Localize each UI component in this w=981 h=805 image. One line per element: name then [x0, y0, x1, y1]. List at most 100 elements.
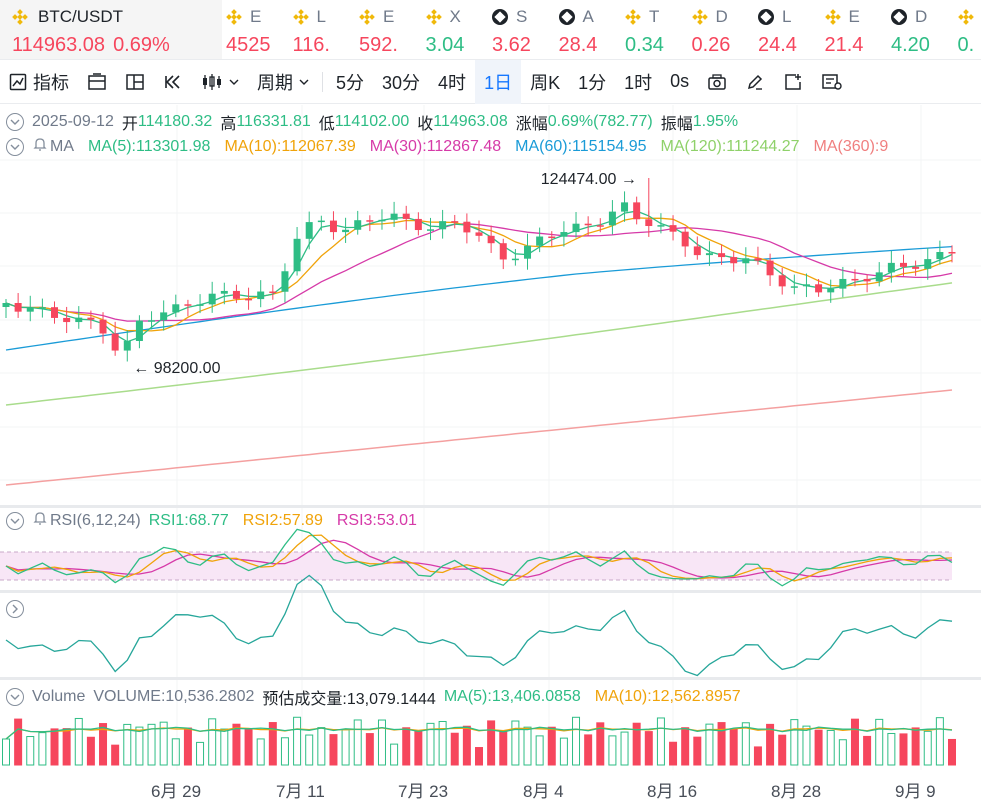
ticker-item-price: 3.62 — [492, 34, 531, 56]
candle-body — [754, 258, 762, 261]
interval-tab[interactable]: 1时 — [624, 72, 653, 93]
candle-body — [245, 298, 253, 301]
volume-bar — [802, 725, 811, 766]
interval-tab[interactable]: 周K — [530, 72, 561, 93]
collapse-chevron-icon[interactable] — [6, 688, 24, 706]
volume-bar — [887, 732, 896, 766]
candle-body — [160, 312, 168, 321]
screenshot-button[interactable] — [698, 60, 736, 104]
volume-legend: Volume VOLUME:10,536.2802 预估成交量:13,079.1… — [6, 685, 763, 709]
chart-type-dropdown[interactable] — [192, 60, 248, 104]
volume-bar — [268, 722, 277, 766]
x-axis-tick-label: 8月 16 — [647, 782, 698, 801]
volume-bar — [86, 736, 95, 766]
ticker-item-symbol: L — [782, 7, 792, 26]
candle-body — [111, 333, 119, 351]
interval-tab[interactable]: 1分 — [578, 72, 607, 93]
ohlc-date: 2025-09-12 — [32, 113, 114, 130]
volume-bar — [778, 734, 787, 766]
ticker-item[interactable]: D 4.20 — [887, 0, 954, 59]
collapse-chevron-icon[interactable] — [6, 113, 24, 131]
ticker-item[interactable]: L 24.4 — [754, 0, 821, 59]
add-annotation-button[interactable] — [774, 60, 812, 104]
collapse-chevron-icon[interactable] — [6, 137, 24, 156]
ticker-item-price: 28.4 — [558, 34, 598, 56]
volume-bar — [632, 722, 641, 766]
volume-bar — [438, 720, 447, 766]
legend-value: MA(10):112067.39 — [224, 137, 356, 155]
bell-icon[interactable] — [32, 510, 48, 531]
candle-body — [317, 220, 325, 223]
candle-body — [196, 304, 204, 306]
binance-icon — [359, 9, 375, 25]
binance-icon — [425, 9, 442, 25]
chevron-right-icon[interactable] — [6, 600, 24, 618]
ticker-item[interactable]: L 116. — [289, 0, 356, 59]
binance-icon — [12, 9, 28, 25]
ma360-line — [5, 389, 953, 486]
settings-button[interactable] — [812, 60, 852, 104]
ticker-item[interactable]: E 592. — [355, 0, 422, 59]
candle-body — [669, 225, 677, 232]
ticker-item-price: 116. — [292, 34, 330, 56]
indicators-button[interactable]: 指标 — [0, 60, 78, 104]
low-marker-label: ← 98200.00 — [133, 360, 220, 377]
ticker-item[interactable]: 0. — [954, 0, 981, 59]
volume-bar — [426, 722, 435, 766]
template-button[interactable] — [78, 60, 116, 104]
volume-bar — [523, 726, 532, 766]
ticker-item[interactable]: X 3.04 — [422, 0, 489, 59]
ticker-item[interactable]: D 0.26 — [688, 0, 755, 59]
ticker-item[interactable]: A 28.4 — [555, 0, 622, 59]
ticker-item-symbol: D — [915, 7, 928, 26]
chart-settings-icon — [821, 73, 843, 91]
ticker-item-price: 4.20 — [891, 34, 930, 56]
candle-body — [487, 235, 495, 244]
pencil-icon — [745, 73, 765, 91]
volume-bar — [123, 723, 132, 766]
legend-value: MA(30):112867.48 — [369, 137, 502, 155]
candle-body — [354, 220, 362, 230]
layout-icon — [87, 72, 107, 91]
candle-body — [402, 213, 410, 219]
x-axis-tick-label: 9月 9 — [895, 782, 936, 801]
ticker-item[interactable]: T 0.34 — [621, 0, 688, 59]
volume-bar — [353, 719, 362, 766]
split-icon — [125, 73, 145, 91]
volume-bar — [38, 732, 47, 766]
interval-tab[interactable]: 30分 — [382, 72, 421, 93]
pane-divider — [0, 505, 981, 508]
indicator-line — [5, 574, 953, 677]
candle-body — [815, 284, 823, 293]
ohlc-low: 114102.00 — [334, 113, 410, 130]
legend-value: RSI1:68.77 — [148, 511, 229, 529]
ticker-item[interactable]: E 21.4 — [821, 0, 888, 59]
volume-bar — [935, 717, 944, 766]
candle-body — [281, 271, 289, 292]
legend-value: MA(60):115154.95 — [515, 137, 647, 155]
candle-body — [172, 304, 180, 313]
interval-tab[interactable]: 0s — [670, 71, 690, 91]
draw-button[interactable] — [736, 60, 774, 104]
volume-bar — [644, 731, 653, 766]
ticker-item[interactable]: S 3.62 — [488, 0, 555, 59]
ticker-item-symbol: E — [848, 7, 860, 26]
candle-body — [499, 243, 507, 260]
volume-ma-values: MA(5):13,406.0858 MA(10):12,562.8957 — [444, 688, 755, 706]
bell-icon[interactable] — [32, 136, 48, 157]
period-dropdown[interactable]: 周期 — [248, 60, 318, 104]
ticker-main-btc[interactable]: BTC/USDT 114963.08 0.69% — [0, 0, 222, 59]
interval-tab[interactable]: 4时 — [438, 72, 467, 93]
interval-tab[interactable]: 5分 — [336, 72, 365, 93]
ticker-item-price: 3.04 — [425, 34, 465, 56]
interval-tab[interactable]: 1日 — [475, 59, 522, 104]
candle-body — [305, 222, 313, 239]
ohlc-high: 116331.81 — [236, 113, 311, 130]
x-axis-tick-label: 7月 11 — [276, 782, 325, 801]
ticker-item[interactable]: E 4525 — [222, 0, 289, 59]
collapse-chevron-icon[interactable] — [6, 511, 24, 530]
split-view-button[interactable] — [116, 60, 154, 104]
replay-button[interactable] — [154, 60, 192, 104]
volume-bar — [850, 718, 859, 766]
